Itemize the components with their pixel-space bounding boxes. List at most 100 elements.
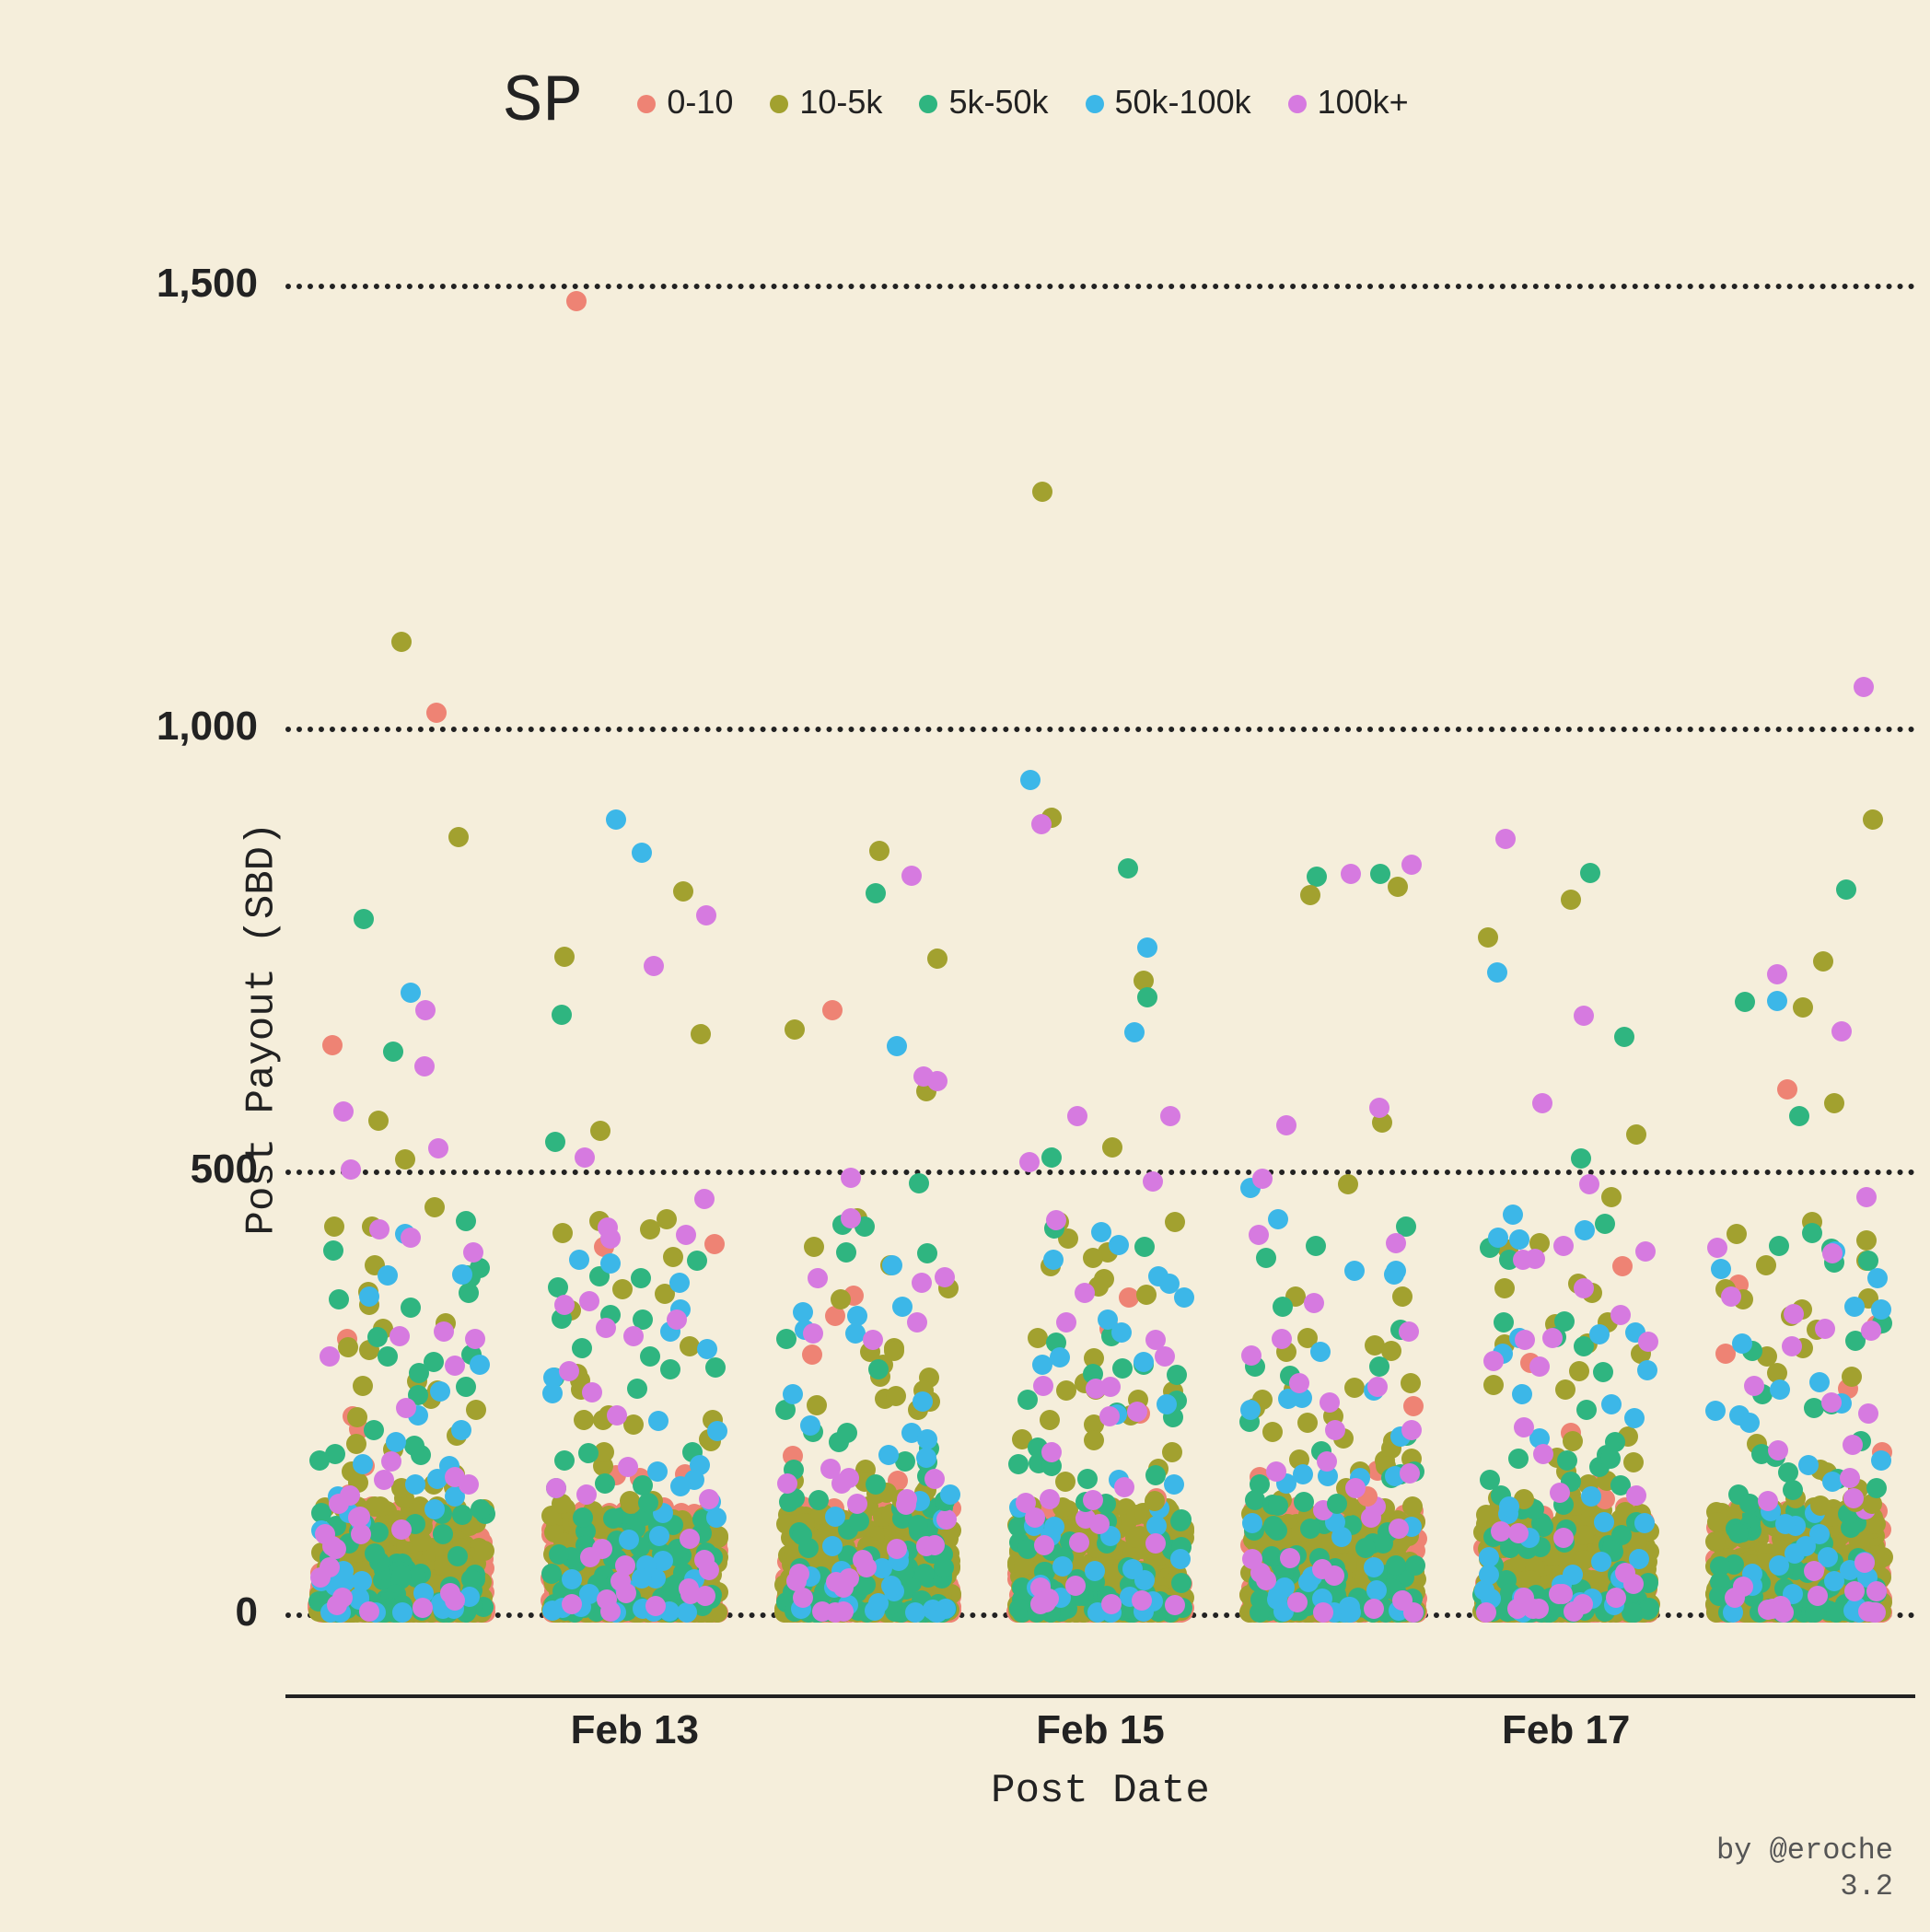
scatter-point — [1294, 1492, 1314, 1512]
scatter-point — [887, 1036, 907, 1056]
scatter-point — [632, 843, 652, 863]
scatter-point — [1016, 1493, 1036, 1513]
scatter-point — [1086, 1379, 1106, 1399]
legend-label: 100k+ — [1318, 83, 1409, 121]
scatter-point — [1364, 1557, 1384, 1577]
scatter-point — [359, 1286, 379, 1307]
scatter-point — [434, 1321, 454, 1342]
scatter-point — [1313, 1602, 1333, 1623]
scatter-point — [309, 1450, 330, 1471]
scatter-point — [1293, 1464, 1313, 1484]
scatter-point — [391, 1565, 412, 1586]
scatter-point — [1273, 1297, 1293, 1317]
scatter-point — [1386, 1233, 1406, 1253]
scatter-point — [1028, 1328, 1048, 1348]
scatter-point — [687, 1251, 707, 1271]
scatter-point — [800, 1415, 820, 1436]
scatter-point — [327, 1595, 347, 1615]
scatter-point — [552, 1005, 572, 1025]
scatter-point — [1165, 1212, 1185, 1232]
scatter-point — [884, 1341, 904, 1361]
scatter-point — [353, 1376, 373, 1396]
scatter-point — [1046, 1210, 1066, 1230]
scatter-point — [1043, 1250, 1064, 1270]
scatter-point — [1256, 1248, 1276, 1268]
scatter-point — [927, 949, 948, 969]
scatter-point — [1035, 1591, 1055, 1612]
scatter-point — [669, 1273, 690, 1293]
scatter-point — [663, 1247, 683, 1267]
scatter-point — [707, 1421, 727, 1441]
scatter-point — [562, 1569, 582, 1589]
scatter-point — [359, 1601, 379, 1622]
scatter-point — [673, 881, 693, 902]
scatter-point — [1401, 1420, 1422, 1440]
scatter-point — [1145, 1533, 1166, 1554]
scatter-point — [1167, 1365, 1187, 1385]
scatter-point — [896, 1495, 916, 1515]
scatter-point — [913, 1391, 933, 1412]
scatter-point — [907, 1312, 927, 1333]
scatter-point — [1034, 1535, 1054, 1555]
scatter-point — [1084, 1430, 1104, 1450]
scatter-point — [1165, 1595, 1185, 1615]
scatter-point — [623, 1326, 644, 1346]
scatter-point — [1145, 1491, 1165, 1511]
scatter-point — [1143, 1171, 1163, 1192]
scatter-point — [847, 1306, 867, 1326]
scatter-point — [465, 1329, 485, 1349]
scatter-point — [680, 1529, 700, 1549]
scatter-point — [386, 1432, 406, 1452]
scatter-point — [831, 1289, 851, 1309]
scatter-point — [396, 1398, 416, 1418]
scatter-point — [1111, 1322, 1132, 1343]
scatter-point — [914, 1564, 935, 1584]
scatter-point — [1240, 1400, 1261, 1420]
scatter-point — [868, 1359, 889, 1379]
scatter-point — [351, 1524, 371, 1544]
legend-dot-icon — [1086, 95, 1104, 113]
scatter-point — [573, 1507, 593, 1528]
scatter-point — [1388, 877, 1408, 897]
scatter-point — [808, 1490, 829, 1510]
scatter-point — [1389, 1519, 1409, 1539]
scatter-point — [596, 1318, 616, 1338]
scatter-point — [347, 1407, 367, 1427]
scatter-point — [1384, 1264, 1404, 1285]
scatter-point — [1263, 1516, 1284, 1536]
scatter-point — [1041, 1147, 1062, 1168]
scatter-point — [424, 1197, 445, 1217]
scatter-point — [1145, 1465, 1166, 1485]
scatter-point — [822, 1536, 843, 1556]
scatter-point — [677, 1602, 697, 1623]
scatter-point — [340, 1485, 360, 1506]
y-tick-label: 1,500 — [157, 261, 258, 307]
scatter-point — [1373, 1533, 1393, 1554]
legend-item-s1: 10-5k — [770, 83, 882, 122]
scatter-point — [691, 1024, 711, 1044]
scatter-point — [1125, 1528, 1145, 1548]
scatter-point — [853, 1550, 873, 1570]
scatter-point — [1252, 1169, 1273, 1189]
scatter-point — [670, 1476, 691, 1496]
scatter-point — [1089, 1514, 1110, 1534]
scatter-point — [1300, 1519, 1320, 1539]
scatter-point — [1327, 1494, 1347, 1514]
scatter-point — [600, 1228, 621, 1249]
scatter-point — [696, 905, 716, 925]
scatter-point — [448, 827, 469, 847]
scatter-point — [338, 1337, 358, 1357]
scatter-point — [841, 1208, 861, 1228]
scatter-point — [1114, 1477, 1134, 1497]
scatter-point — [924, 1469, 945, 1489]
scatter-point — [1164, 1474, 1184, 1495]
scatter-point — [833, 1577, 854, 1598]
scatter-point — [1134, 1237, 1155, 1257]
scatter-point — [352, 1571, 372, 1591]
legend-item-s4: 100k+ — [1288, 83, 1409, 122]
scatter-point — [320, 1557, 340, 1577]
scatter-point — [831, 1473, 852, 1494]
legend-label: 10-5k — [799, 83, 882, 121]
scatter-point — [1403, 1396, 1424, 1416]
scatter-point — [354, 909, 374, 929]
